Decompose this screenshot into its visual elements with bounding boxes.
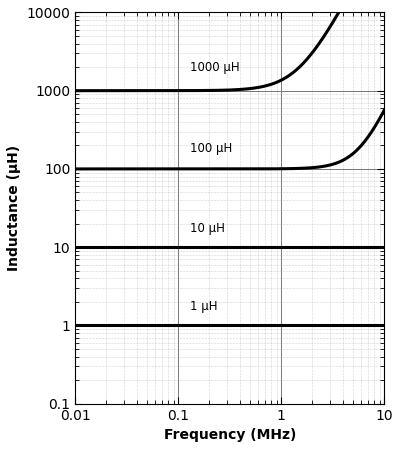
- X-axis label: Frequency (MHz): Frequency (MHz): [164, 428, 296, 442]
- Text: 10 μH: 10 μH: [190, 221, 225, 234]
- Text: 1 μH: 1 μH: [190, 300, 218, 313]
- Text: 100 μH: 100 μH: [190, 142, 232, 155]
- Text: 1000 μH: 1000 μH: [190, 61, 240, 74]
- Y-axis label: Inductance (μH): Inductance (μH): [7, 145, 21, 271]
